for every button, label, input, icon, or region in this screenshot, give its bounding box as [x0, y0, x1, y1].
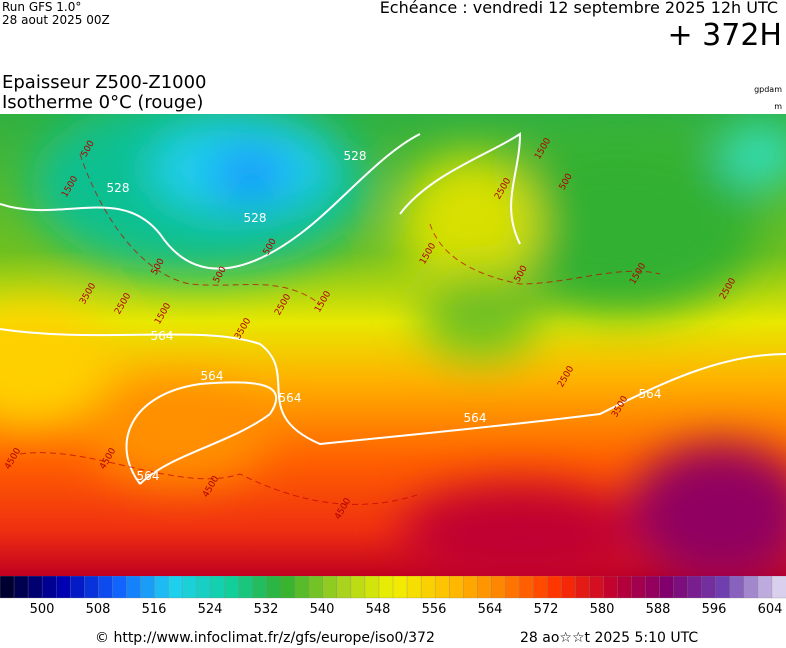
thickness-label: 564 — [464, 411, 487, 425]
color-swatch — [561, 576, 577, 599]
color-scale-labels: 500 508 516 524 532 540 548 556 564 572 580 588 596 6… — [30, 602, 783, 617]
scale-label: 580 — [590, 602, 615, 617]
color-swatch — [659, 576, 675, 599]
color-swatch — [701, 576, 717, 599]
color-swatch — [182, 576, 198, 599]
thickness-label: 564 — [151, 329, 174, 343]
color-swatch — [27, 576, 43, 599]
scale-label: 556 — [422, 602, 447, 617]
title: Epaisseur Z500-Z1000 — [2, 72, 207, 93]
scale-label: 572 — [534, 602, 559, 617]
color-swatch — [463, 576, 478, 599]
scale-label: 540 — [310, 602, 335, 617]
valid-time: Echéance : vendredi 12 septembre 2025 12… — [379, 0, 778, 17]
scale-label: 604 — [758, 602, 783, 617]
color-swatch — [336, 576, 352, 599]
color-swatch — [168, 576, 184, 599]
field-blobs — [0, 114, 786, 576]
color-swatch — [280, 576, 296, 599]
color-swatch — [715, 576, 731, 599]
color-swatch — [477, 576, 492, 599]
color-swatch — [126, 576, 142, 599]
color-swatch — [210, 576, 226, 599]
color-scale — [0, 576, 786, 599]
scale-label: 564 — [478, 602, 503, 617]
color-swatch — [322, 576, 338, 599]
color-swatch — [575, 576, 591, 599]
color-swatch — [140, 576, 156, 599]
scale-label: 524 — [198, 602, 223, 617]
scale-label: 532 — [254, 602, 279, 617]
color-swatch — [112, 576, 127, 599]
color-swatch — [547, 576, 563, 599]
color-swatch — [364, 576, 380, 599]
color-swatch — [603, 576, 619, 599]
scale-label: 596 — [702, 602, 727, 617]
color-swatch — [392, 576, 408, 599]
color-swatch — [98, 576, 113, 599]
color-swatch — [448, 576, 464, 599]
color-swatch — [533, 576, 549, 599]
color-swatch — [41, 576, 57, 599]
color-swatch — [55, 576, 71, 599]
scale-label: 548 — [366, 602, 391, 617]
color-swatch — [406, 576, 422, 599]
generated: 28 ao☆☆t 2025 5:10 UTC — [520, 630, 699, 646]
scale-label: 500 — [30, 602, 55, 617]
color-swatch — [196, 576, 212, 599]
color-swatch — [294, 576, 310, 599]
thickness-label: 528 — [107, 181, 130, 195]
color-swatch — [505, 576, 520, 599]
color-swatch — [771, 576, 786, 599]
color-swatch — [70, 576, 85, 599]
color-swatch — [729, 576, 745, 599]
color-swatch — [519, 576, 535, 599]
thickness-label: 564 — [201, 369, 224, 383]
scale-label: 516 — [142, 602, 167, 617]
run-date: 28 aout 2025 00Z — [2, 13, 110, 27]
color-swatch — [350, 576, 366, 599]
color-swatch — [0, 576, 15, 599]
color-swatch — [238, 576, 254, 599]
color-swatch — [308, 576, 324, 599]
run: Run GFS 1.0° — [2, 0, 82, 14]
thickness-label: 528 — [344, 149, 367, 163]
color-swatch — [266, 576, 282, 599]
lead-time: + 372H — [667, 18, 783, 53]
thickness-label: 564 — [137, 469, 160, 483]
color-swatch — [434, 576, 450, 599]
color-swatch — [673, 576, 689, 599]
color-swatch — [589, 576, 605, 599]
color-swatch — [645, 576, 661, 599]
subtitle: Isotherme 0°C (rouge) — [2, 92, 204, 113]
color-swatch — [743, 576, 759, 599]
color-swatch — [687, 576, 703, 599]
color-swatch — [617, 576, 633, 599]
thickness-label: 528 — [244, 211, 267, 225]
color-swatch — [420, 576, 436, 599]
color-swatch — [631, 576, 647, 599]
color-swatch — [224, 576, 240, 599]
color-swatch — [757, 576, 773, 599]
thickness-label: 564 — [279, 391, 302, 405]
unit-thickness: gpdam — [754, 85, 782, 94]
thickness-label: 564 — [639, 387, 662, 401]
thickness-contours — [0, 132, 786, 485]
unit-iso0: m — [774, 102, 782, 111]
color-swatch — [13, 576, 29, 599]
color-swatch — [378, 576, 394, 599]
color-swatch — [84, 576, 99, 599]
source: © http://www.infoclimat.fr/z/gfs/europe/… — [95, 630, 435, 646]
scale-label: 508 — [86, 602, 111, 617]
scale-label: 588 — [646, 602, 671, 617]
iso0-contours — [19, 153, 661, 505]
color-swatch — [252, 576, 268, 599]
color-swatch — [154, 576, 170, 599]
color-swatch — [491, 576, 506, 599]
